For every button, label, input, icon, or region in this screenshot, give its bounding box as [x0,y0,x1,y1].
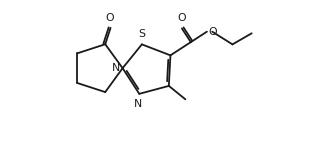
Text: O: O [178,13,186,23]
Text: N: N [112,63,120,73]
Text: S: S [139,29,146,39]
Text: O: O [106,13,114,23]
Text: N: N [134,99,143,109]
Text: O: O [208,27,217,37]
